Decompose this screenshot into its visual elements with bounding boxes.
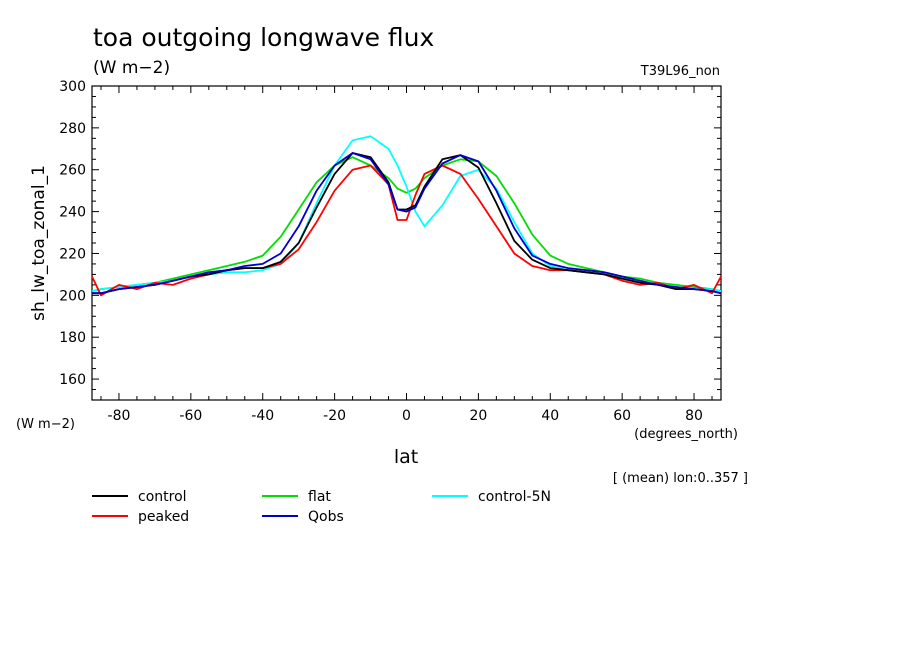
series-line-qobs (92, 152, 722, 295)
plot-frame (91, 85, 722, 401)
x-tick-label: 20 (469, 408, 487, 424)
x-tick-label: 60 (613, 408, 631, 424)
y-units-label: (W m−2) (16, 417, 75, 432)
y-tick-label: 200 (59, 288, 86, 304)
legend-label-control: control (138, 489, 187, 505)
chart-title: toa outgoing longwave flux (93, 23, 434, 52)
legend-label-qobs: Qobs (308, 509, 344, 525)
x-tick-label: 0 (402, 408, 411, 424)
x-tick-label: -80 (108, 408, 131, 424)
x-tick-label: -60 (179, 408, 202, 424)
legend-label-peaked: peaked (138, 509, 189, 525)
series-line-control-5n (91, 135, 722, 292)
y-tick-label: 240 (59, 205, 86, 221)
x-tick-label: 40 (541, 408, 559, 424)
x-units-label: (degrees_north) (634, 427, 738, 442)
series-line-control (92, 152, 722, 295)
legend-label-control-5n: control-5N (478, 489, 551, 505)
x-tick-label: -40 (251, 408, 274, 424)
x-tick-label: 80 (685, 408, 703, 424)
y-tick-label: 300 (59, 79, 86, 95)
series-line-flat (91, 156, 722, 292)
y-tick-label: 280 (59, 121, 86, 137)
mean-note: [ (mean) lon:0..357 ] (613, 471, 748, 486)
legend: control peaked flat Qobs control-5N (92, 489, 551, 525)
y-axis-title: sh_lw_toa_zonal_1 (29, 165, 49, 321)
y-tick-label: 220 (59, 246, 86, 262)
y-tick-label: 180 (59, 330, 86, 346)
plot-area: -80 -60 -40 -20 0 20 40 60 80 160 180 200 220 240 260 2… (59, 79, 722, 424)
y-tick-label: 260 (59, 163, 86, 179)
chart-subtitle: (W m−2) (93, 58, 170, 78)
legend-label-flat: flat (308, 489, 331, 505)
y-tick-label: 160 (59, 372, 86, 388)
x-axis-title: lat (394, 446, 418, 468)
series-line-peaked (91, 164, 722, 297)
run-label: T39L96_non (640, 64, 720, 79)
x-tick-label: -20 (323, 408, 346, 424)
